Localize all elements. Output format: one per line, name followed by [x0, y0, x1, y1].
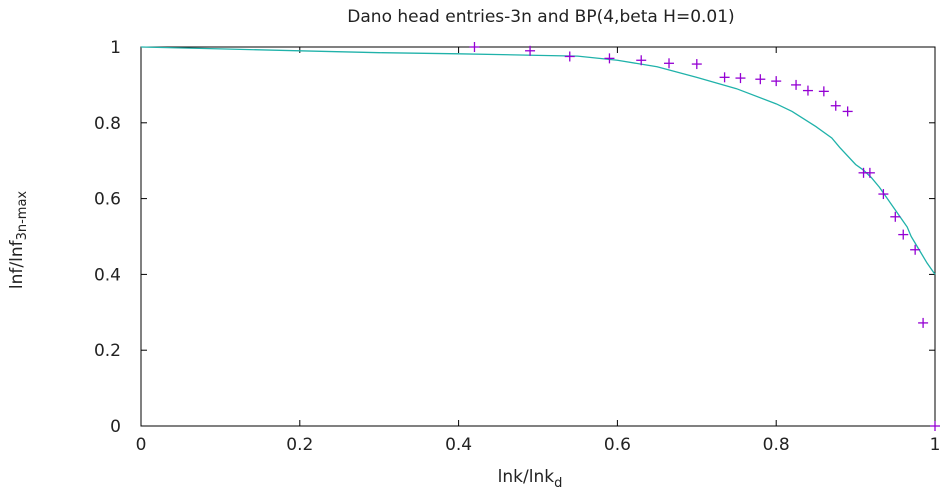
data-point-plus: [771, 76, 782, 87]
y-tick-label: 0.8: [94, 114, 121, 134]
data-point-plus: [664, 58, 675, 69]
plot-frame: [140, 46, 936, 427]
data-point-plus: [604, 53, 615, 64]
data-point-plus: [719, 72, 730, 83]
data-point-plus: [910, 244, 921, 255]
data-point-plus: [930, 421, 940, 431]
data-point-plus: [525, 45, 536, 56]
x-tick-label: 1: [930, 435, 941, 455]
series-line: [140, 46, 936, 275]
x-tick-label: 0.8: [763, 435, 790, 455]
x-tick-label: 0.2: [286, 435, 313, 455]
data-point-plus: [802, 85, 813, 96]
data-point-plus: [918, 317, 929, 328]
x-tick-label: 0.6: [604, 435, 631, 455]
data-point-plus: [469, 42, 480, 52]
x-tick-label: 0: [136, 435, 147, 455]
data-point-plus: [842, 106, 853, 117]
data-point-plus: [564, 51, 575, 62]
x-axis-label: lnk/lnkd: [498, 467, 563, 491]
data-point-plus: [830, 100, 841, 111]
x-axis-ticks: 0 0.2 0.4 0.6 0.8 1: [136, 47, 941, 455]
data-point-plus: [735, 73, 746, 84]
data-point-plus: [636, 55, 647, 66]
data-point-plus: [818, 86, 829, 97]
data-point-plus: [864, 167, 875, 178]
data-point-plus: [878, 189, 889, 200]
chart-title: Dano head entries-3n and BP(4,beta H=0.0…: [347, 7, 734, 27]
series-layer: [140, 42, 940, 431]
x-axis-label-main: lnk/lnk: [498, 467, 555, 487]
data-point-plus: [890, 211, 901, 222]
y-axis-ticks: 0 0.2 0.4 0.6 0.8 1: [94, 38, 935, 437]
data-point-plus: [898, 229, 909, 240]
data-point-plus: [691, 59, 702, 70]
x-axis-label-sub: d: [554, 476, 562, 491]
y-tick-label: 0: [110, 417, 121, 437]
data-point-plus: [791, 79, 802, 90]
y-axis-label-main: lnf/lnf: [7, 239, 27, 289]
y-tick-label: 1: [110, 38, 121, 58]
y-axis-label: lnf/lnf3n-max: [7, 191, 30, 290]
y-axis-label-sub: 3n-max: [15, 191, 30, 241]
data-point-plus: [755, 74, 766, 85]
y-tick-label: 0.4: [94, 265, 121, 285]
y-tick-label: 0.6: [94, 190, 121, 210]
y-tick-label: 0.2: [94, 341, 121, 361]
x-tick-label: 0.4: [445, 435, 472, 455]
